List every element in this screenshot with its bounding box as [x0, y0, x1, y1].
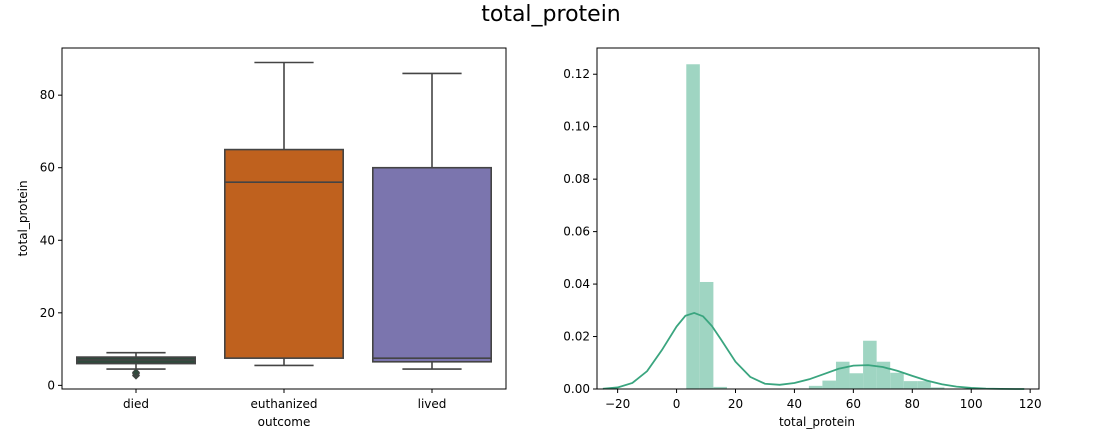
- histogram-bar: [903, 381, 918, 389]
- histogram-bars: [686, 64, 945, 390]
- x-tick-label: 40: [787, 397, 802, 411]
- histogram-bar: [890, 372, 904, 389]
- y-tick-label: 0.00: [563, 382, 590, 396]
- x-tick-label: died: [123, 397, 149, 411]
- boxplot-y-ticks: 0 20 40 60 80: [40, 88, 62, 392]
- histogram-bar: [686, 64, 700, 390]
- histogram-bar: [808, 385, 823, 389]
- x-tick-label: euthanized: [251, 397, 318, 411]
- y-tick-label: 0.06: [563, 225, 590, 239]
- box-euthanized: [224, 148, 345, 359]
- y-tick-label: 0.10: [563, 120, 590, 134]
- y-tick-label: 0.08: [563, 172, 590, 186]
- figure-title: total_protein: [481, 2, 621, 27]
- box-outlier: [131, 368, 141, 377]
- histogram-bar: [917, 381, 931, 389]
- histogram-bar: [835, 361, 850, 389]
- histogram-bar: [699, 281, 714, 389]
- kde-curve: [602, 311, 1025, 390]
- histogram-panel: 0.00 0.02 0.04 0.06 0.08 0.10 0.12 −20 0 20 40 60 8…: [563, 47, 1042, 429]
- x-tick-label: 60: [846, 397, 861, 411]
- histogram-bar: [713, 386, 727, 389]
- box-lived: [371, 166, 492, 363]
- histogram-bar: [930, 387, 945, 389]
- x-tick-label: −20: [605, 397, 630, 411]
- histogram-y-ticks: 0.00 0.02 0.04 0.06 0.08 0.10 0.12: [563, 67, 597, 396]
- histogram-x-ticks: −20 0 20 40 60 80 100 120: [605, 389, 1042, 411]
- y-tick-label: 0.12: [563, 67, 590, 81]
- boxplot-x-ticks: died euthanized lived: [123, 389, 446, 411]
- histogram-bar: [849, 373, 864, 389]
- boxplot-panel: 0 20 40 60 80 died euthanized lived outcome to…: [16, 47, 507, 429]
- y-tick-label: 0.02: [563, 330, 590, 344]
- x-tick-label: 20: [728, 397, 743, 411]
- histogram-axes-frame: [596, 47, 1040, 390]
- y-tick-label: 0.04: [563, 277, 590, 291]
- x-tick-label: 0: [673, 397, 681, 411]
- histogram-bar: [822, 380, 836, 389]
- boxplot-marks: [76, 61, 492, 380]
- x-tick-label: lived: [418, 397, 447, 411]
- y-tick-label: 80: [40, 88, 55, 102]
- histogram-x-axis-label: total_protein: [779, 415, 855, 429]
- y-tick-label: 0: [47, 378, 55, 392]
- boxplot-y-axis-label: total_protein: [16, 180, 30, 256]
- x-tick-label: 80: [905, 397, 920, 411]
- y-tick-label: 20: [40, 306, 55, 320]
- x-tick-label: 100: [960, 397, 983, 411]
- y-tick-label: 60: [40, 161, 55, 175]
- x-tick-label: 120: [1019, 397, 1042, 411]
- boxplot-x-axis-label: outcome: [258, 415, 311, 429]
- y-tick-label: 40: [40, 233, 55, 247]
